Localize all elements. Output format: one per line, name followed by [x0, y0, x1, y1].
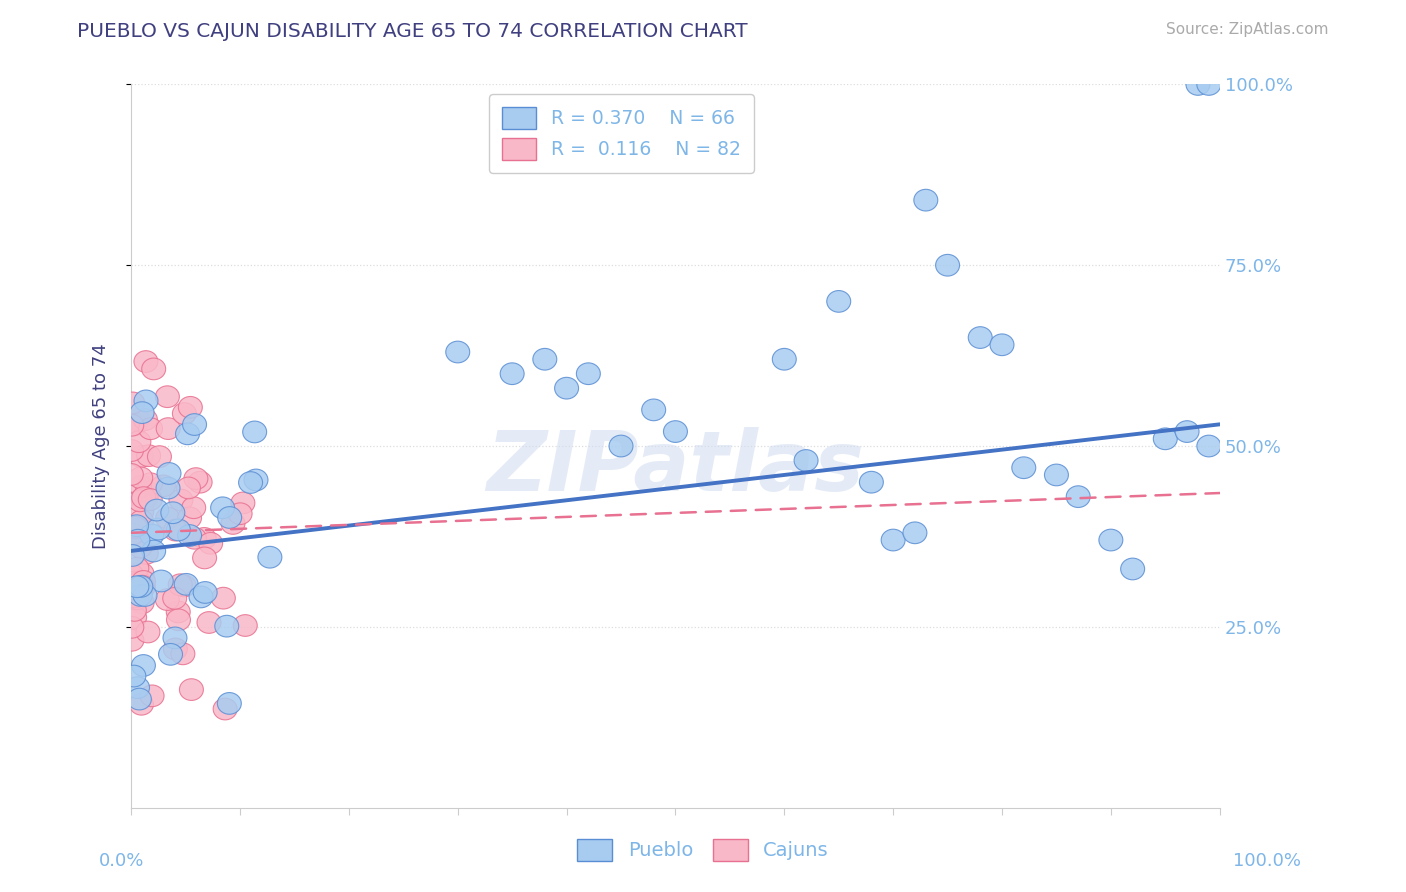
Legend: R = 0.370    N = 66, R =  0.116    N = 82: R = 0.370 N = 66, R = 0.116 N = 82: [489, 94, 754, 173]
Text: 0.0%: 0.0%: [98, 852, 143, 870]
Text: PUEBLO VS CAJUN DISABILITY AGE 65 TO 74 CORRELATION CHART: PUEBLO VS CAJUN DISABILITY AGE 65 TO 74 …: [77, 22, 748, 41]
Legend: Pueblo, Cajuns: Pueblo, Cajuns: [569, 830, 837, 869]
Text: 100.0%: 100.0%: [1233, 852, 1301, 870]
Y-axis label: Disability Age 65 to 74: Disability Age 65 to 74: [93, 343, 110, 549]
Text: ZIPatlas: ZIPatlas: [486, 427, 865, 508]
Text: Source: ZipAtlas.com: Source: ZipAtlas.com: [1166, 22, 1329, 37]
